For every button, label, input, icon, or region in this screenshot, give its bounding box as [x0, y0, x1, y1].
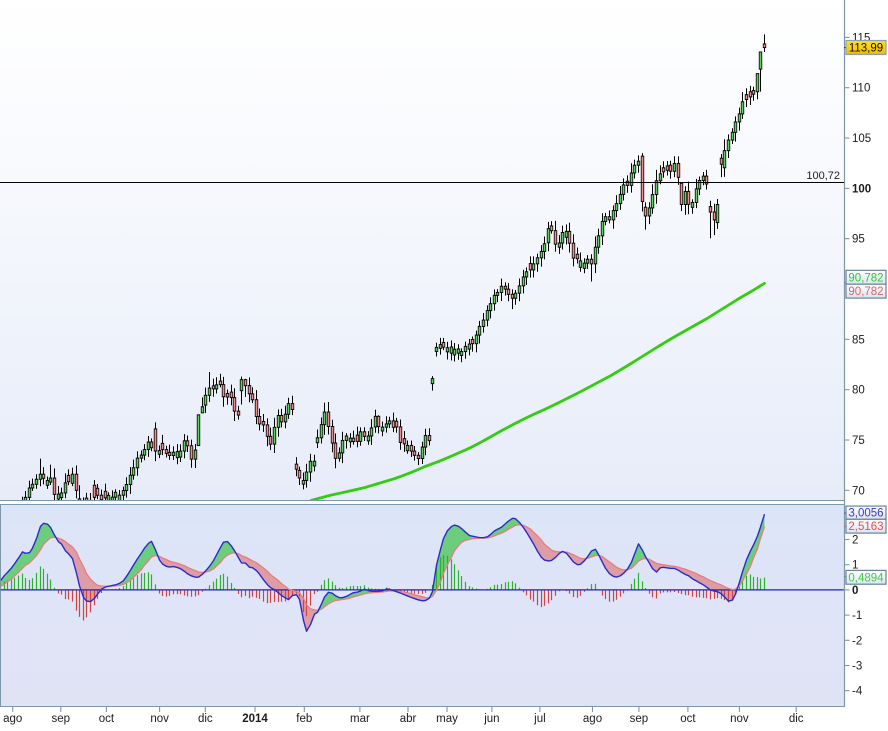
svg-text:100: 100	[852, 183, 871, 195]
svg-text:nov: nov	[730, 713, 749, 725]
svg-text:80: 80	[852, 385, 865, 397]
svg-text:mar: mar	[350, 713, 370, 725]
svg-text:nov: nov	[150, 713, 169, 725]
svg-text:dic: dic	[789, 713, 804, 725]
svg-text:3,0056: 3,0056	[848, 508, 883, 520]
svg-text:sep: sep	[630, 713, 649, 725]
svg-text:ago: ago	[3, 713, 22, 725]
svg-text:75: 75	[852, 435, 865, 447]
svg-text:feb: feb	[296, 713, 312, 725]
svg-text:2: 2	[852, 535, 858, 547]
svg-text:70: 70	[852, 485, 865, 497]
svg-text:2014: 2014	[242, 713, 268, 725]
svg-text:-4: -4	[852, 686, 863, 698]
svg-text:sep: sep	[52, 713, 71, 725]
svg-text:0,4894: 0,4894	[848, 572, 884, 584]
svg-text:jun: jun	[483, 713, 499, 725]
svg-text:110: 110	[852, 83, 870, 95]
svg-text:85: 85	[852, 334, 865, 346]
svg-text:dic: dic	[198, 713, 213, 725]
svg-text:90,782: 90,782	[848, 286, 883, 298]
svg-text:abr: abr	[400, 713, 417, 725]
svg-text:-3: -3	[852, 661, 862, 673]
svg-text:oct: oct	[680, 713, 696, 725]
svg-text:oct: oct	[99, 713, 115, 725]
svg-text:may: may	[436, 713, 458, 725]
svg-text:2,5163: 2,5163	[848, 521, 883, 533]
svg-text:-1: -1	[852, 610, 862, 622]
svg-text:105: 105	[852, 133, 871, 145]
svg-text:100,72: 100,72	[806, 170, 840, 182]
svg-text:95: 95	[852, 234, 865, 246]
svg-text:jul: jul	[533, 713, 546, 725]
svg-text:0: 0	[852, 585, 858, 597]
svg-text:-2: -2	[852, 635, 862, 647]
svg-text:ago: ago	[583, 713, 602, 725]
svg-text:90,782: 90,782	[848, 272, 883, 284]
svg-text:113,99: 113,99	[849, 43, 883, 55]
